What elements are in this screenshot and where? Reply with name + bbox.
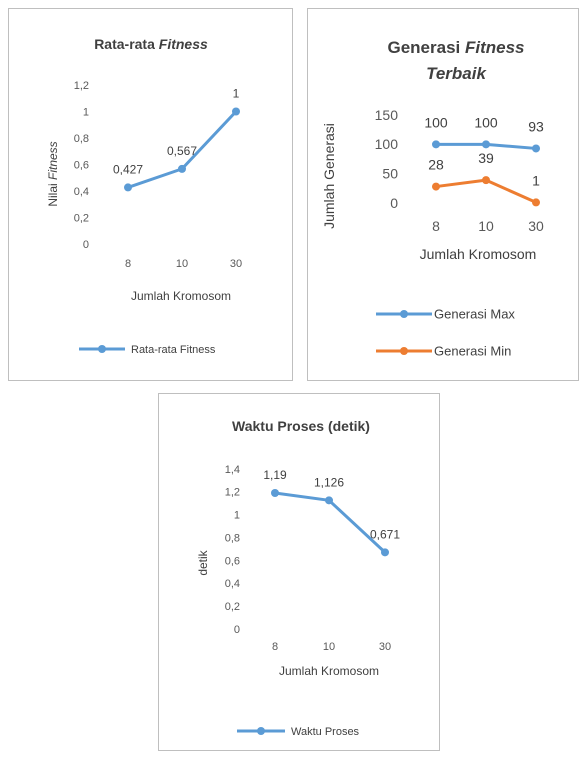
y-tick-label: 1: [83, 106, 89, 118]
y-axis-label-part: Fitness: [46, 141, 60, 180]
data-label: 28: [428, 157, 444, 173]
y-axis: 0 50 100 150: [375, 107, 399, 211]
x-axis: 8 10 30: [432, 218, 544, 234]
data-point: [432, 140, 440, 149]
chart-waktu-proses: Waktu Proses (detik) detik Jumlah Kromos…: [196, 418, 400, 738]
y-axis: 0 0,2 0,4 0,6 0,8 1 1,2 1,4: [225, 464, 240, 636]
legend-label: Waktu Proses: [291, 726, 360, 738]
data-label: 100: [424, 114, 448, 130]
data-label: 0,671: [370, 527, 400, 541]
chart-title: Rata-rata Fitness: [94, 36, 208, 52]
legend: Generasi Max Generasi Min: [376, 307, 515, 359]
y-tick-label: 0,4: [225, 578, 240, 590]
data-point: [178, 164, 186, 173]
x-axis: 8 10 30: [272, 641, 391, 653]
data-label: 0,567: [167, 144, 197, 158]
data-label: 100: [474, 114, 498, 130]
chart-panel-generasi-fitness-terbaik: Generasi Fitness Terbaik Jumlah Generasi…: [307, 8, 579, 381]
data-point: [482, 140, 490, 149]
data-point: [532, 198, 540, 207]
legend-label: Generasi Min: [434, 344, 511, 359]
x-tick-label: 8: [432, 218, 440, 234]
legend-marker: [400, 347, 408, 355]
legend-label: Rata-rata Fitness: [131, 344, 216, 356]
y-tick-label: 0,6: [225, 555, 240, 567]
y-tick-label: 0,4: [74, 186, 89, 198]
series-layer: 0,427 0,567 1: [113, 87, 240, 192]
data-label: 93: [528, 118, 544, 134]
y-tick-label: 0,6: [74, 159, 89, 171]
legend-marker: [400, 310, 408, 318]
x-tick-label: 30: [528, 218, 544, 234]
y-tick-label: 0: [234, 624, 240, 636]
x-axis-label: Jumlah Kromosom: [131, 289, 231, 303]
chart-title-part: Rata-rata: [94, 36, 159, 52]
data-point: [124, 183, 132, 192]
x-tick-label: 10: [478, 218, 494, 234]
legend-marker: [257, 727, 265, 735]
data-point: [271, 489, 279, 497]
x-tick-label: 30: [230, 258, 242, 270]
y-tick-label: 50: [382, 166, 398, 182]
x-axis-label: Jumlah Kromosom: [420, 246, 537, 262]
y-tick-label: 1,2: [74, 80, 89, 92]
data-point: [532, 144, 540, 153]
x-tick-label: 8: [272, 641, 278, 653]
data-label: 1: [532, 172, 540, 188]
legend-marker: [98, 345, 106, 353]
x-tick-label: 10: [323, 641, 335, 653]
y-tick-label: 0,8: [225, 532, 240, 544]
y-axis: 0 0,2 0,4 0,6 0,8 1 1,2: [74, 80, 89, 251]
y-tick-label: 0: [83, 239, 89, 251]
y-tick-label: 1: [234, 510, 240, 522]
x-tick-label: 8: [125, 258, 131, 270]
x-tick-label: 30: [379, 641, 391, 653]
y-tick-label: 0,8: [74, 133, 89, 145]
chart-title: Waktu Proses (detik): [232, 418, 370, 434]
data-label: 1: [233, 87, 240, 101]
chart-rata-rata-fitness: Rata-rata Fitness Nilai Fitness Jumlah K…: [46, 36, 242, 356]
series-layer: 1,19 1,126 0,671: [263, 468, 400, 557]
y-tick-label: 1,2: [225, 487, 240, 499]
y-axis-label: Jumlah Generasi: [321, 123, 337, 229]
y-tick-label: 0,2: [225, 601, 240, 613]
y-tick-label: 0: [390, 195, 398, 211]
y-tick-label: 1,4: [225, 464, 240, 476]
data-point: [325, 496, 333, 505]
chart-panel-rata-rata-fitness: Rata-rata Fitness Nilai Fitness Jumlah K…: [8, 8, 293, 381]
chart-title-part: Fitness: [159, 36, 208, 52]
data-label: 39: [478, 150, 494, 166]
data-label: 0,427: [113, 162, 143, 176]
data-label: 1,126: [314, 475, 344, 489]
y-tick-label: 0,2: [74, 212, 89, 224]
data-point: [381, 548, 389, 557]
chart-panel-waktu-proses: Waktu Proses (detik) detik Jumlah Kromos…: [158, 393, 440, 751]
y-axis-label: Nilai Fitness: [46, 141, 60, 206]
legend: Rata-rata Fitness: [79, 344, 216, 356]
series-layer: 100 100 93 28 39 1: [424, 114, 544, 207]
legend-label: Generasi Max: [434, 307, 515, 322]
data-label: 1,19: [263, 468, 287, 482]
x-axis: 8 10 30: [125, 258, 242, 270]
legend: Waktu Proses: [237, 726, 360, 738]
y-tick-label: 100: [375, 136, 399, 152]
chart-title-line-2: Terbaik: [426, 64, 487, 83]
chart-title: Generasi Fitness: [387, 38, 524, 57]
data-point: [482, 176, 490, 185]
data-point: [432, 182, 440, 191]
chart-generasi-fitness-terbaik: Generasi Fitness Terbaik Jumlah Generasi…: [321, 38, 544, 359]
chart-title-part: Fitness: [465, 38, 525, 57]
data-point: [232, 107, 240, 116]
x-tick-label: 10: [176, 258, 188, 270]
x-axis-label: Jumlah Kromosom: [279, 664, 379, 678]
y-axis-label: detik: [196, 549, 210, 575]
y-tick-label: 150: [375, 107, 399, 123]
y-axis-label-part: Nilai: [46, 180, 60, 207]
chart-title-part: Generasi: [387, 38, 465, 57]
